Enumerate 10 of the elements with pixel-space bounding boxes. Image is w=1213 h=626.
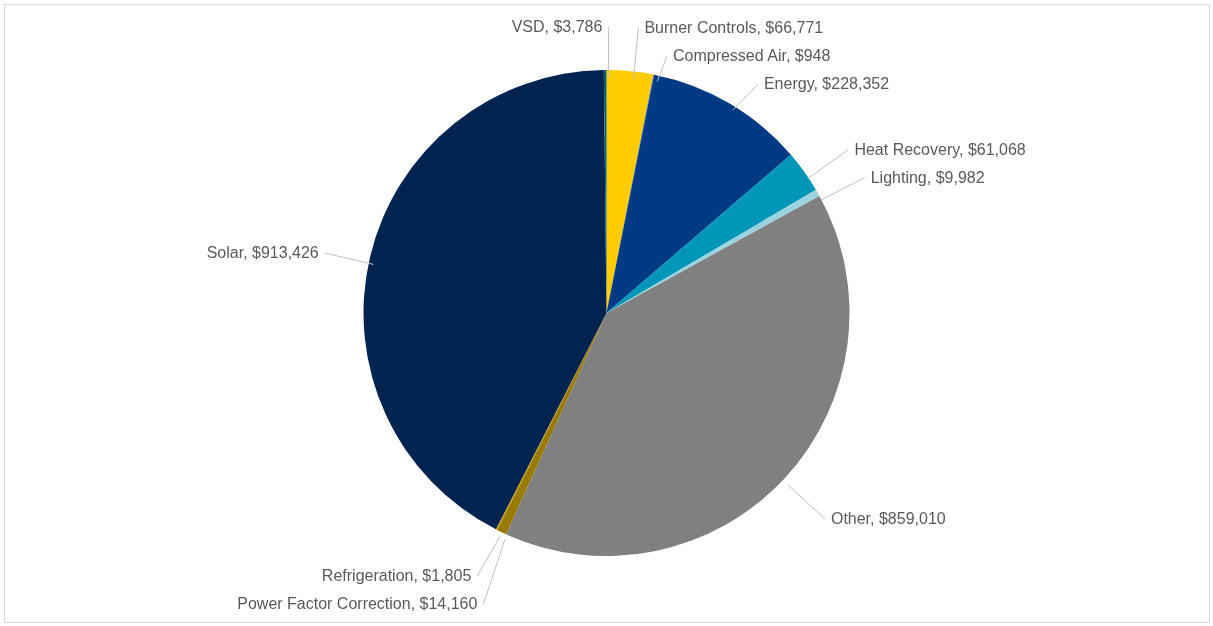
slice-label: Refrigeration, $1,805 — [321, 567, 472, 584]
slice-label: Heat Recovery, $61,068 — [854, 140, 1026, 158]
slice-label: Compressed Air, $948 — [672, 47, 831, 65]
slice-label: Energy, $228,352 — [763, 75, 890, 93]
slice-label: Burner Controls, $66,771 — [644, 19, 824, 37]
slice-label: Other, $859,010 — [830, 510, 946, 528]
slice-label: Solar, $913,426 — [206, 243, 319, 261]
slice-label: Lighting, $9,982 — [870, 168, 985, 186]
slice-label: Power Factor Correction, $14,160 — [237, 595, 478, 612]
slice-label: VSD, $3,786 — [511, 18, 603, 35]
